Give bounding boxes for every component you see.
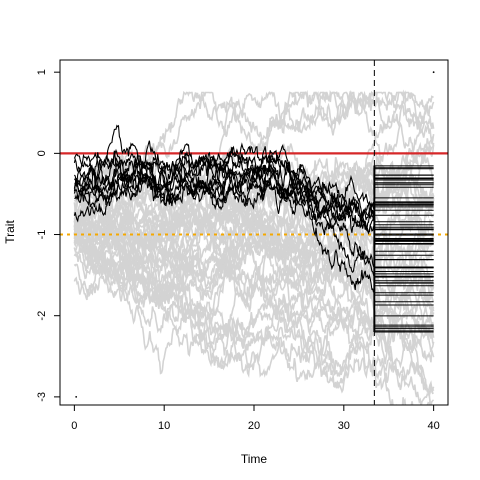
background-path — [73, 215, 432, 405]
y-axis-title: Trait — [3, 220, 17, 244]
background-paths — [73, 89, 435, 405]
y-tick-label: 1 — [36, 69, 48, 75]
foreground-path — [74, 148, 375, 293]
y-tick-label: 0 — [36, 150, 48, 156]
corner-points — [75, 71, 435, 398]
y-tick-label: -2 — [36, 311, 48, 321]
foreground-path — [73, 142, 375, 234]
x-tick-label: 10 — [158, 420, 170, 432]
corner-point — [432, 71, 435, 74]
background-path — [73, 89, 435, 236]
corner-point — [75, 395, 78, 398]
x-tick-label: 30 — [338, 420, 350, 432]
y-tick-label: -3 — [36, 392, 48, 402]
background-path — [74, 229, 434, 398]
x-axis-title: Time — [241, 452, 268, 466]
foreground-path — [73, 154, 375, 277]
foreground-path — [73, 149, 375, 215]
foreground-paths — [73, 124, 375, 293]
x-tick-label: 20 — [248, 420, 260, 432]
y-tick-label: -1 — [36, 230, 48, 240]
foreground-path — [73, 140, 375, 229]
foreground-path — [73, 151, 375, 235]
terminal-values — [373, 165, 434, 333]
x-tick-label: 0 — [71, 420, 77, 432]
x-tick-label: 40 — [428, 420, 440, 432]
